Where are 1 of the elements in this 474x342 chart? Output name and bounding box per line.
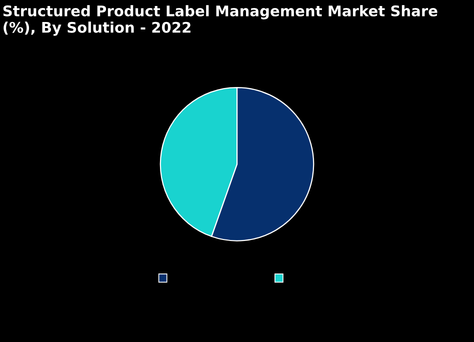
chart-title: Structured Product Label Management Market Share (%), By Solution - 2022 <box>3 5 438 36</box>
